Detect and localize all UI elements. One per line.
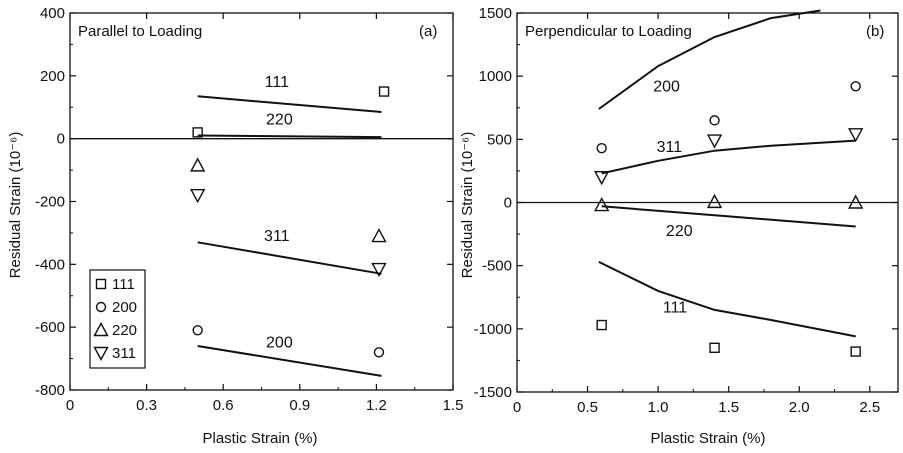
panel-a-curve-200 bbox=[197, 345, 382, 377]
panel-a-x-axis-title: Plastic Strain (%) bbox=[202, 430, 317, 447]
panel-b-point-311 bbox=[847, 128, 864, 143]
panel-a-point-200 bbox=[192, 325, 203, 336]
chart-marks: 0 0.3 0.6 0.9 1.2 1.5 -800 -600 -400 -200 0 200 400 1… bbox=[35, 5, 899, 416]
panel-b: 0 0.5 1.0 1.5 2.0 2.5 -1500 -1000 -500 0 500 1000 15… bbox=[474, 5, 899, 416]
panel-b-title: Perpendicular to Loading bbox=[525, 23, 692, 40]
panel-a-point-220 bbox=[189, 157, 206, 172]
panel-a-y-tick-label: -200 bbox=[35, 194, 65, 211]
panel-b-curve-label-200: 200 bbox=[653, 78, 680, 95]
panel-a-y-axis-title: Residual Strain (10⁻⁶) bbox=[7, 132, 24, 279]
panel-a-point-111 bbox=[378, 86, 390, 97]
panel-a-y-tick-label: 400 bbox=[40, 5, 65, 22]
panel-a-point-311 bbox=[189, 189, 206, 204]
panel-b-curve-label-220: 220 bbox=[666, 223, 693, 240]
panel-b-x-tick-label: 1.5 bbox=[718, 399, 739, 416]
panel-a-legend-label-200: 200 bbox=[112, 299, 137, 316]
panel-b-x-tick-label: 1.0 bbox=[648, 399, 669, 416]
panel-a-y-tick-label: 0 bbox=[57, 131, 65, 148]
panel-a-legend-label-311: 311 bbox=[112, 345, 136, 362]
panel-b-point-111 bbox=[709, 342, 720, 353]
panel-b-curve-200 bbox=[598, 9, 821, 110]
panel-a-point-111 bbox=[192, 127, 203, 138]
panel-a-x-tick-label: 1.5 bbox=[443, 397, 464, 414]
panel-b-y-tick-label: 1000 bbox=[479, 68, 512, 85]
panel-a-legend-label-220: 220 bbox=[112, 322, 137, 339]
panel-a-point-311 bbox=[371, 262, 387, 278]
panel-b-point-311 bbox=[706, 134, 723, 149]
panel-a-x-tick-label: 0 bbox=[66, 397, 74, 414]
panel-a-curve-label-200: 200 bbox=[266, 335, 293, 352]
panel-b-x-tick-label: 0 bbox=[513, 399, 521, 416]
panel-b-point-200 bbox=[709, 115, 720, 126]
panel-b-x-axis-title: Plastic Strain (%) bbox=[650, 430, 765, 447]
panel-a-point-200 bbox=[373, 347, 385, 358]
panel-a-legend-marker-200 bbox=[95, 301, 107, 313]
panel-a-legend-box bbox=[89, 269, 146, 369]
panel-a-legend-label-111: 111 bbox=[112, 276, 135, 293]
panel-b-label: (b) bbox=[866, 23, 884, 40]
panel-a-curve-311 bbox=[197, 241, 382, 275]
panel-b-point-111 bbox=[850, 346, 861, 357]
panel-a-y-tick-label: -400 bbox=[35, 256, 65, 273]
panel-b-point-111 bbox=[596, 319, 607, 331]
panel-b-point-220 bbox=[847, 194, 864, 209]
panel-a-y-tick-label: 200 bbox=[40, 68, 65, 85]
panel-b-point-220 bbox=[593, 197, 610, 212]
panel-b-x-tick-label: 2.0 bbox=[789, 399, 810, 416]
panel-a-curve-220 bbox=[197, 134, 382, 139]
panel-a-x-tick-label: 0.3 bbox=[136, 397, 157, 414]
panel-a-x-tick-label: 0.9 bbox=[289, 397, 310, 414]
panel-a: 0 0.3 0.6 0.9 1.2 1.5 -800 -600 -400 -200 0 200 400 1… bbox=[35, 5, 463, 414]
panel-b-curve-220 bbox=[601, 205, 856, 228]
panel-b-y-tick-label: -1000 bbox=[474, 321, 512, 338]
panel-b-curve-311 bbox=[601, 139, 856, 175]
panel-a-curve-111 bbox=[197, 95, 382, 113]
panel-b-point-200 bbox=[596, 142, 607, 154]
panel-b-curve-label-111: 111 bbox=[663, 299, 687, 316]
panel-a-curve-label-111: 111 bbox=[265, 74, 289, 91]
panel-b-y-tick-label: -1500 bbox=[474, 384, 512, 401]
panel-a-point-220 bbox=[371, 228, 387, 243]
panel-a-label: (a) bbox=[419, 23, 437, 40]
panel-b-point-311 bbox=[593, 171, 610, 186]
panel-b-x-tick-label: 0.5 bbox=[577, 399, 598, 416]
panel-b-curve-label-311: 311 bbox=[657, 139, 683, 156]
panel-a-y-tick-label: -600 bbox=[35, 319, 65, 336]
panel-a-x-tick-label: 1.2 bbox=[366, 397, 387, 414]
panel-b-y-tick-label: 0 bbox=[504, 195, 512, 212]
panel-b-y-axis-title: Residual Strain (10⁻⁶) bbox=[459, 132, 476, 279]
panel-b-y-tick-label: -500 bbox=[482, 258, 512, 275]
panel-a-curve-label-311: 311 bbox=[264, 228, 290, 245]
panel-b-curve-111 bbox=[598, 261, 856, 338]
panel-a-legend-marker-311 bbox=[93, 346, 109, 361]
panel-b-y-tick-label: 500 bbox=[487, 131, 512, 148]
panel-a-curve-label-220: 220 bbox=[266, 112, 293, 129]
panel-b-point-220 bbox=[706, 193, 723, 209]
panel-b-point-200 bbox=[850, 81, 861, 92]
panel-a-title: Parallel to Loading bbox=[78, 23, 202, 40]
panel-a-y-tick-label: -800 bbox=[35, 382, 65, 399]
panel-b-x-tick-label: 2.5 bbox=[859, 399, 880, 416]
panel-a-legend-marker-220 bbox=[93, 322, 109, 337]
panel-a-legend-marker-111 bbox=[95, 278, 107, 290]
panel-b-y-tick-label: 1500 bbox=[479, 5, 512, 22]
panel-a-x-tick-label: 0.6 bbox=[213, 397, 234, 414]
